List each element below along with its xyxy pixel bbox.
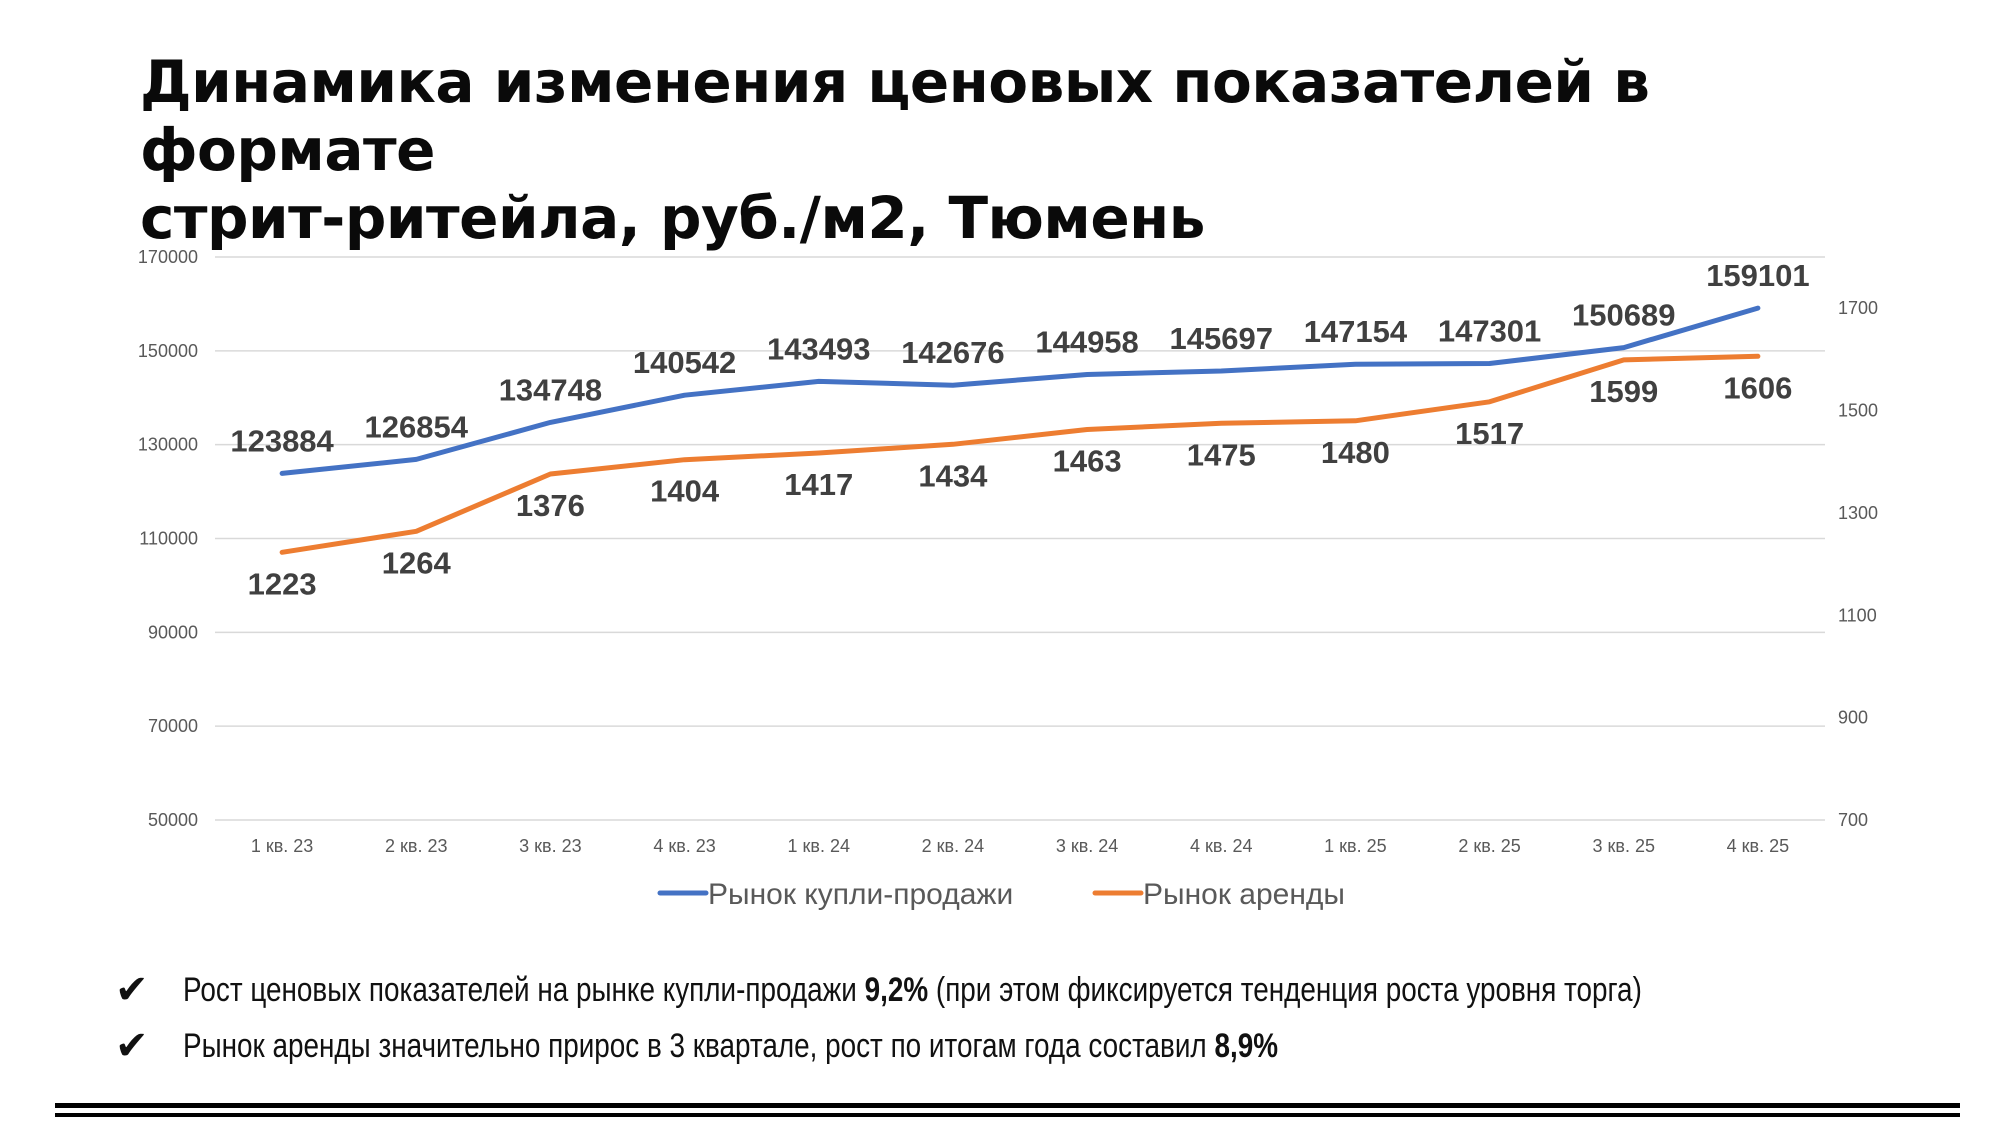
data-label: 144958	[1035, 324, 1138, 359]
data-label: 1264	[382, 545, 452, 580]
footer-divider	[55, 1113, 1960, 1117]
legend-label: Рынок купли-продажи	[708, 878, 1013, 911]
y-right-tick-label: 900	[1838, 708, 1868, 728]
x-tick-label: 1 кв. 24	[788, 836, 850, 856]
data-label: 1517	[1455, 416, 1524, 451]
checkmark-icon: ✔	[115, 967, 149, 1013]
data-label: 1480	[1321, 435, 1390, 470]
y-left-tick-label: 110000	[139, 529, 198, 549]
checkmark-icon: ✔	[115, 1023, 149, 1069]
y-left-tick-label: 70000	[148, 716, 198, 736]
data-label: 1434	[918, 458, 988, 493]
data-label: 145697	[1170, 321, 1273, 356]
data-label: 1417	[784, 467, 853, 502]
data-label: 147301	[1438, 313, 1541, 348]
x-tick-label: 4 кв. 23	[653, 836, 715, 856]
x-tick-label: 1 кв. 25	[1324, 836, 1386, 856]
summary-bullets: ✔ Рост ценовых показателей на рынке купл…	[115, 962, 1975, 1074]
series-line-sales	[279, 305, 1761, 476]
y-right-tick-label: 700	[1838, 810, 1868, 830]
data-label: 1599	[1589, 374, 1658, 409]
y-right-tick-label: 1500	[1838, 401, 1878, 421]
x-tick-label: 4 кв. 25	[1727, 836, 1789, 856]
bullet-sales: ✔ Рост ценовых показателей на рынке купл…	[115, 962, 1975, 1018]
data-label: 1223	[248, 566, 317, 601]
data-label: 1475	[1187, 437, 1256, 472]
data-label: 142676	[901, 335, 1004, 370]
data-label: 147154	[1304, 314, 1408, 349]
data-label: 1376	[516, 488, 585, 523]
y-left-tick-label: 50000	[148, 810, 198, 830]
y-right-tick-label: 1300	[1838, 503, 1878, 523]
x-tick-label: 1 кв. 23	[251, 836, 313, 856]
y-left-tick-label: 90000	[148, 622, 198, 642]
legend-label: Рынок аренды	[1143, 878, 1345, 911]
data-label: 1404	[650, 474, 720, 509]
y-left-tick-label: 170000	[138, 247, 198, 267]
data-label: 159101	[1706, 258, 1809, 293]
x-tick-label: 2 кв. 23	[385, 836, 447, 856]
data-label: 126854	[365, 409, 469, 444]
x-tick-label: 3 кв. 23	[519, 836, 581, 856]
y-right-tick-label: 1700	[1838, 298, 1878, 318]
title-line-1: Динамика изменения ценовых показателей в…	[140, 48, 1650, 184]
data-label: 150689	[1572, 298, 1675, 333]
data-label: 143493	[767, 331, 870, 366]
bullet-text: Рынок аренды значительно прирос в 3 квар…	[183, 1026, 1279, 1065]
data-label: 1606	[1723, 370, 1792, 405]
data-label: 1463	[1053, 443, 1122, 478]
data-label: 140542	[633, 345, 736, 380]
x-tick-label: 4 кв. 24	[1190, 836, 1252, 856]
y-left-tick-label: 130000	[138, 435, 198, 455]
page-title: Динамика изменения ценовых показателей в…	[140, 48, 1940, 252]
x-tick-label: 3 кв. 24	[1056, 836, 1118, 856]
series-line-rent	[279, 353, 1761, 555]
footer-divider	[55, 1103, 1960, 1108]
bullet-rent: ✔ Рынок аренды значительно прирос в 3 кв…	[115, 1018, 1975, 1074]
title-line-2: стрит-ритейла, руб./м2, Тюмень	[140, 184, 1205, 252]
x-tick-label: 2 кв. 24	[922, 836, 984, 856]
data-label: 134748	[499, 372, 602, 407]
data-label: 123884	[230, 423, 334, 458]
x-tick-label: 2 кв. 25	[1458, 836, 1520, 856]
bullet-text: Рост ценовых показателей на рынке купли-…	[183, 970, 1642, 1009]
y-left-tick-label: 150000	[138, 341, 198, 361]
x-tick-label: 3 кв. 25	[1593, 836, 1655, 856]
y-right-tick-label: 1100	[1838, 605, 1877, 625]
